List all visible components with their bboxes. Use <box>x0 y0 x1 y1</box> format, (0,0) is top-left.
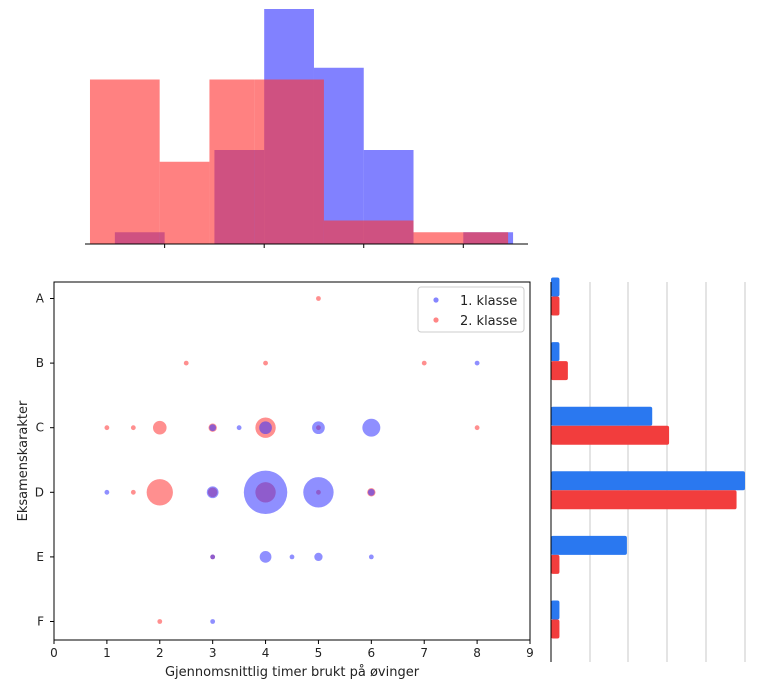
x-tick-label: 8 <box>473 646 481 660</box>
horizontal-bar <box>551 490 737 510</box>
horizontal-bar <box>551 554 560 574</box>
scatter-point <box>130 489 136 495</box>
scatter-point <box>104 425 110 431</box>
scatter-plot <box>104 296 480 624</box>
histogram-bar <box>89 79 160 244</box>
scatter-point <box>183 360 189 366</box>
right-marginal-bars <box>551 277 745 639</box>
histogram-bar <box>254 79 324 244</box>
y-tick-label: F <box>37 615 44 629</box>
legend-marker-1-klasse <box>433 297 439 303</box>
x-tick-label: 4 <box>262 646 270 660</box>
x-tick-label: 9 <box>526 646 534 660</box>
horizontal-bar <box>551 471 745 491</box>
horizontal-bar <box>551 406 653 426</box>
scatter-point <box>210 554 216 560</box>
scatter-point <box>263 360 268 366</box>
legend-marker-2-klasse <box>433 317 439 323</box>
horizontal-bar <box>551 277 560 297</box>
histogram-bar <box>413 232 509 244</box>
y-tick-label: E <box>36 550 44 564</box>
horizontal-bar <box>551 619 560 639</box>
scatter-point <box>421 360 427 366</box>
legend-label-1-klasse: 1. klasse <box>460 294 517 309</box>
horizontal-bar <box>551 361 568 381</box>
horizontal-bar <box>551 425 670 445</box>
y-axis-ticks: A B C D E F <box>35 292 54 629</box>
x-tick-label: 6 <box>368 646 376 660</box>
horizontal-bar <box>551 342 560 362</box>
y-tick-label: B <box>36 356 44 370</box>
x-tick-label: 0 <box>50 646 58 660</box>
legend-box <box>417 286 525 333</box>
scatter-point <box>303 477 334 508</box>
x-tick-label: 2 <box>156 646 164 660</box>
scatter-point <box>209 424 217 432</box>
legend: 1. klasse 2. klasse <box>417 286 525 333</box>
y-tick-label: D <box>35 485 44 499</box>
histogram-bar <box>209 79 255 244</box>
scatter-point <box>474 425 480 431</box>
x-tick-label: 1 <box>103 646 111 660</box>
scatter-point <box>289 554 295 560</box>
x-tick-label: 7 <box>420 646 428 660</box>
top-hist-ticks <box>164 244 464 248</box>
scatter-point <box>236 425 242 431</box>
y-axis-label: Eksamenskarakter <box>16 400 31 521</box>
scatter-point <box>210 619 216 624</box>
y-tick-label: A <box>36 292 45 306</box>
y-tick-label: C <box>36 421 44 435</box>
scatter-point <box>474 360 480 366</box>
legend-label-2-klasse: 2. klasse <box>460 314 517 329</box>
scatter-point <box>259 551 272 563</box>
plot-frame <box>53 281 531 641</box>
scatter-point <box>312 421 325 435</box>
histogram-bar <box>323 220 414 244</box>
scatter-point <box>206 486 219 499</box>
scatter-point <box>367 488 375 496</box>
scatter-point <box>157 619 163 624</box>
scatter-point <box>259 421 272 435</box>
top-marginal-histogram <box>89 9 514 244</box>
scatter-point <box>368 554 374 560</box>
scatter-point <box>130 425 136 431</box>
scatter-point <box>152 420 167 435</box>
horizontal-bar <box>551 296 560 316</box>
x-axis-ticks: 0 1 2 3 4 5 6 7 8 9 <box>50 640 534 660</box>
x-tick-label: 3 <box>209 646 217 660</box>
scatter-point <box>104 489 110 495</box>
x-axis-label: Gjennomsnittlig timer brukt på øvinger <box>165 665 420 680</box>
histogram-bar <box>159 161 210 244</box>
x-tick-label: 5 <box>315 646 323 660</box>
horizontal-bar <box>551 535 627 555</box>
horizontal-bar <box>551 600 560 620</box>
scatter-point <box>316 296 321 301</box>
scatter-point <box>314 552 323 562</box>
scatter-point <box>362 418 381 437</box>
scatter-point <box>146 479 173 506</box>
scatter-point <box>243 470 288 515</box>
